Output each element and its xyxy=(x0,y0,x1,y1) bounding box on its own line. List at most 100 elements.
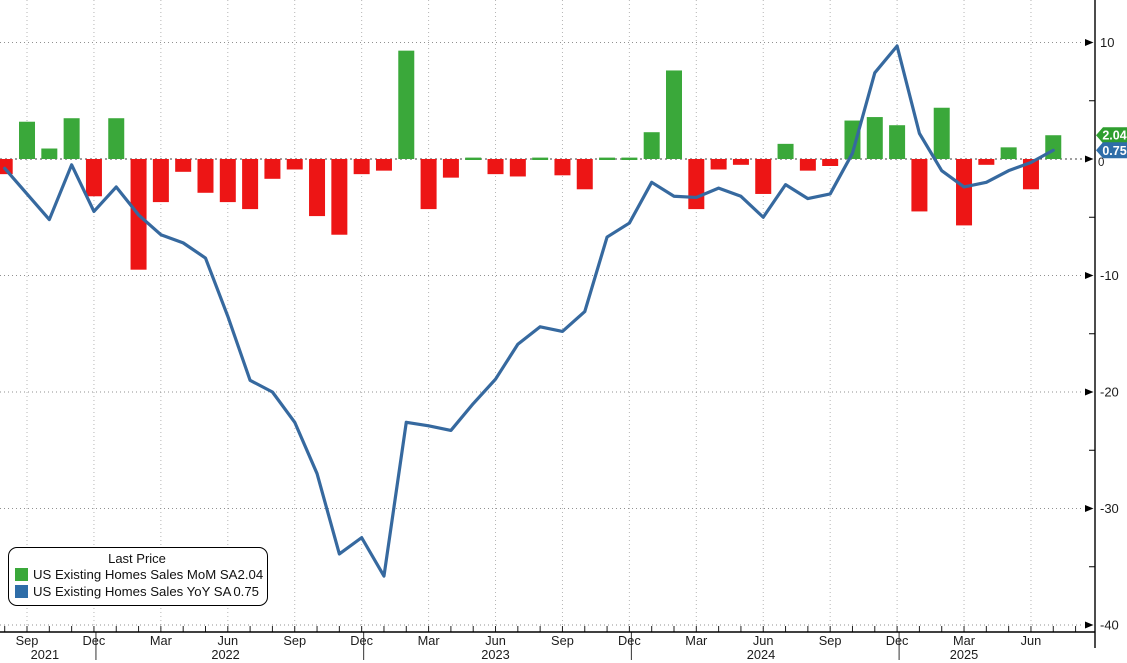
mom-bar-flat xyxy=(621,157,638,160)
x-axis-quarter-label: Sep xyxy=(819,633,842,648)
x-axis-year-label: 2022 xyxy=(211,647,239,662)
x-axis-quarter-label: Sep xyxy=(551,633,574,648)
mom-bar xyxy=(108,118,125,159)
x-axis-quarter-label: Dec xyxy=(886,633,909,648)
mom-bar xyxy=(978,159,995,165)
legend-title: Last Price xyxy=(108,551,166,566)
last-price-badge-shape xyxy=(1096,142,1127,159)
y-axis-tick-label: -40 xyxy=(1100,618,1119,633)
yoy-series-label: US Existing Homes Sales YoY SA xyxy=(33,584,232,599)
mom-bar xyxy=(822,159,839,166)
mom-bar xyxy=(152,159,169,203)
x-axis-quarter-label: Dec xyxy=(350,633,373,648)
mom-bar xyxy=(0,159,13,175)
x-axis-quarter-label: Jun xyxy=(485,633,506,648)
x-axis-quarter-label: Jun xyxy=(217,633,238,648)
mom-bar xyxy=(1022,159,1039,190)
mom-bar xyxy=(353,159,370,175)
x-axis-quarter-label: Mar xyxy=(418,633,441,648)
x-axis-quarter-label: Mar xyxy=(150,633,173,648)
y-axis-zero-label: 0 xyxy=(1098,157,1104,169)
mom-bar xyxy=(487,159,504,175)
x-axis-year-label: 2021 xyxy=(31,647,59,662)
mom-bar xyxy=(956,159,973,226)
x-axis-quarter-label: Jun xyxy=(753,633,774,648)
mom-bar xyxy=(688,159,705,210)
mom-bar xyxy=(175,159,192,172)
mom-bar xyxy=(63,118,80,159)
mom-bar xyxy=(375,159,392,171)
mom-bar xyxy=(286,159,303,170)
mom-bar xyxy=(19,121,36,159)
y-axis-tick-label: -20 xyxy=(1100,385,1119,400)
x-axis-labels: Sep Dec Mar Jun Sep Dec Mar Jun Sep Dec Mar Jun Sep D… xyxy=(16,633,1042,662)
legend-box[interactable]: Last Price US Existing Homes Sales MoM S… xyxy=(8,547,268,606)
mom-bar xyxy=(666,70,682,159)
mom-series-swatch-icon xyxy=(15,568,28,581)
mom-bar xyxy=(442,159,459,178)
x-axis-quarter-label: Sep xyxy=(16,633,39,648)
mom-bar xyxy=(219,159,236,203)
last-price-badge-shape xyxy=(1096,127,1127,144)
mom-bar xyxy=(643,132,660,159)
mom-bar xyxy=(554,159,571,176)
mom-bar xyxy=(732,159,749,165)
mom-bar-flat xyxy=(532,157,549,160)
mom-bar xyxy=(398,50,415,159)
mom-bar xyxy=(41,148,58,159)
mom-series-last-value: 2.04 xyxy=(237,567,264,582)
mom-bar xyxy=(1000,147,1017,159)
last-price-badge: 2.04 xyxy=(1096,127,1127,144)
mom-bar xyxy=(866,117,883,159)
mom-bar xyxy=(576,159,593,190)
mom-bar xyxy=(509,159,526,177)
mom-bar xyxy=(197,159,214,193)
y-axis-tick-label: -10 xyxy=(1100,268,1119,283)
y-axis-tick-label: -30 xyxy=(1100,501,1119,516)
mom-bar xyxy=(799,159,816,171)
mom-series-label: US Existing Homes Sales MoM SA xyxy=(33,567,238,582)
x-axis-year-label: 2024 xyxy=(747,647,775,662)
mom-bar xyxy=(85,159,102,197)
mom-bar xyxy=(777,143,794,159)
x-axis-quarter-label: Jun xyxy=(1021,633,1042,648)
axis-arrow-icon xyxy=(1085,272,1094,279)
mom-bar xyxy=(264,159,281,179)
last-price-badge-text: 2.04 xyxy=(1102,129,1126,143)
mom-bar-flat xyxy=(599,157,616,160)
legend-item-mom[interactable]: US Existing Homes Sales MoM SA 2.04 xyxy=(15,566,263,583)
horizontal-gridlines: 10 -10 -20 -30 -40 0 xyxy=(0,35,1119,633)
x-axis-quarter-label: Dec xyxy=(618,633,641,648)
mom-bar xyxy=(420,159,437,210)
legend-item-yoy[interactable]: US Existing Homes Sales YoY SA 0.75 xyxy=(15,583,259,600)
axis-arrow-icon xyxy=(1085,155,1094,163)
mom-bar xyxy=(1045,135,1062,159)
yoy-series-swatch-icon xyxy=(15,585,28,598)
last-price-badge-text: 0.75 xyxy=(1102,144,1126,158)
x-axis-year-label: 2025 xyxy=(950,647,978,662)
mom-bar xyxy=(710,159,727,170)
mom-bar xyxy=(889,125,906,159)
x-axis-year-label: 2023 xyxy=(481,647,509,662)
mom-bar xyxy=(309,159,326,217)
yoy-line xyxy=(3,44,1055,578)
mom-bar xyxy=(755,159,772,194)
x-axis-quarter-label: Sep xyxy=(283,633,306,648)
mom-bar xyxy=(844,120,861,159)
last-price-badge: 0.75 xyxy=(1096,142,1127,159)
mom-bar-flat xyxy=(465,157,482,160)
mom-bar xyxy=(331,159,348,235)
mom-bar xyxy=(242,159,259,210)
axis-arrow-icon xyxy=(1085,505,1094,512)
mom-bar xyxy=(911,159,928,212)
mom-bar xyxy=(933,107,950,159)
mom-bars-layer xyxy=(0,50,1062,270)
yoy-series-last-value: 0.75 xyxy=(233,584,259,599)
y-axis-tick-label: 10 xyxy=(1100,35,1114,50)
x-axis-quarter-label: Mar xyxy=(953,633,976,648)
axis-arrow-icon xyxy=(1085,388,1094,396)
x-axis-quarter-label: Dec xyxy=(83,633,106,648)
axis-arrow-icon xyxy=(1085,39,1094,46)
